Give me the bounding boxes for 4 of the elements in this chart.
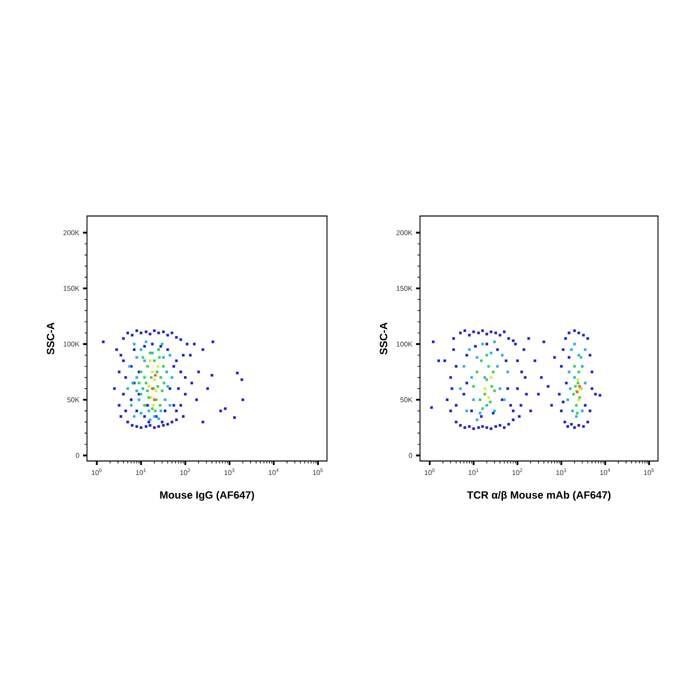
x-axis-title: TCR α/β Mouse mAb (AF647) [467, 490, 611, 501]
x-axis-title: Mouse IgG (AF647) [160, 490, 254, 501]
y-axis-title: SSC-A [46, 322, 54, 355]
y-axis-title: SSC-A [380, 322, 388, 355]
